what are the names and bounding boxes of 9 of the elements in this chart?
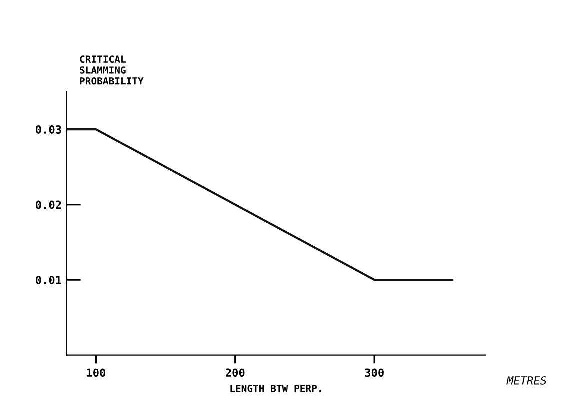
x-axis-title: LENGTH BTW PERP. bbox=[230, 384, 322, 392]
x-tick-label: 300 bbox=[365, 368, 384, 378]
y-tick-label: 0.01 bbox=[36, 276, 62, 284]
y-axis-title: CRITICAL SLAMMING PROBABILITY bbox=[80, 56, 144, 85]
x-tick-label: 100 bbox=[87, 368, 106, 378]
text: METRES bbox=[506, 376, 547, 385]
y-tick-label: 0.03 bbox=[36, 126, 62, 134]
y-tick-label: 0.02 bbox=[36, 200, 62, 210]
x-tick-label: 200 bbox=[226, 368, 245, 378]
